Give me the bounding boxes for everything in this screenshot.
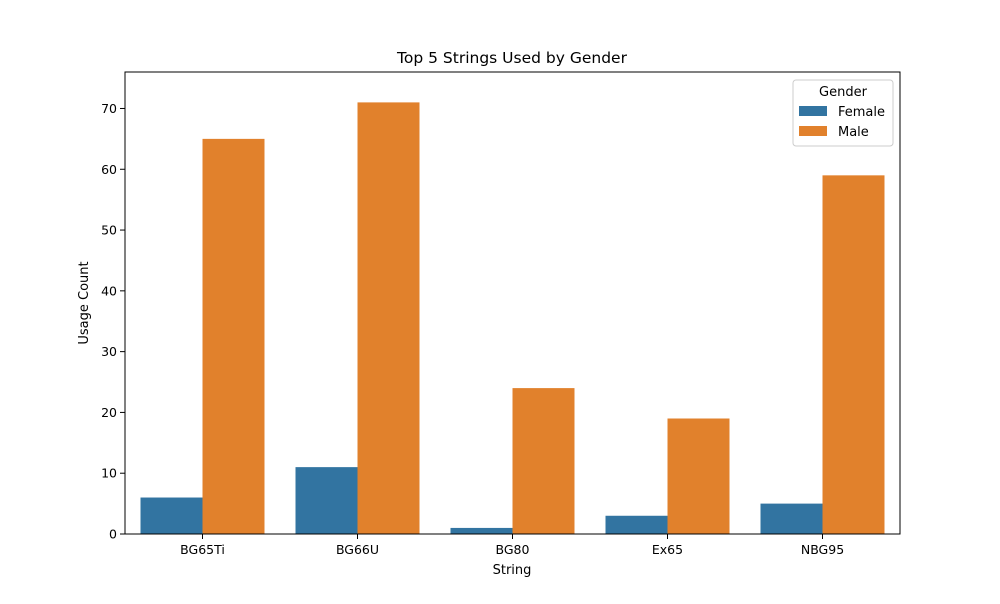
y-tick-label: 70 [101, 101, 117, 116]
legend-label-male: Male [838, 125, 869, 140]
bar-female-bg66u [295, 467, 358, 534]
bar-female-bg65ti [140, 497, 203, 534]
legend-title: Gender [819, 85, 868, 100]
y-tick-label: 0 [109, 527, 117, 542]
y-tick-label: 30 [101, 344, 117, 359]
legend-swatch-male [799, 126, 827, 136]
bar-female-nbg95 [760, 503, 823, 534]
x-axis: BG65Ti BG66U BG80 Ex65 NBG95 [180, 534, 844, 557]
x-tick-label: NBG95 [801, 542, 844, 557]
x-tick-label: Ex65 [652, 542, 683, 557]
y-tick-label: 60 [101, 162, 117, 177]
bar-male-bg65ti [202, 138, 265, 535]
x-tick-label: BG66U [336, 542, 379, 557]
x-tick-label: BG65Ti [180, 542, 225, 557]
y-tick-label: 40 [101, 283, 117, 298]
bar-male-nbg95 [822, 175, 885, 534]
legend-label-female: Female [838, 105, 885, 120]
legend-swatch-female [799, 106, 827, 116]
bars-layer [140, 102, 885, 535]
y-axis: 0 10 20 30 40 50 60 70 [101, 101, 125, 542]
chart-title: Top 5 Strings Used by Gender [396, 49, 628, 67]
bar-male-bg80 [512, 388, 575, 534]
bar-female-ex65 [605, 515, 668, 534]
legend: Gender Female Male [792, 79, 894, 147]
y-axis-label: Usage Count [77, 261, 92, 344]
x-axis-label: String [493, 563, 532, 578]
bar-male-ex65 [667, 418, 730, 534]
y-tick-label: 10 [101, 466, 117, 481]
bar-female-bg80 [450, 527, 513, 534]
y-tick-label: 50 [101, 223, 117, 238]
x-tick-label: BG80 [496, 542, 530, 557]
bar-male-bg66u [357, 102, 420, 534]
y-tick-label: 20 [101, 405, 117, 420]
